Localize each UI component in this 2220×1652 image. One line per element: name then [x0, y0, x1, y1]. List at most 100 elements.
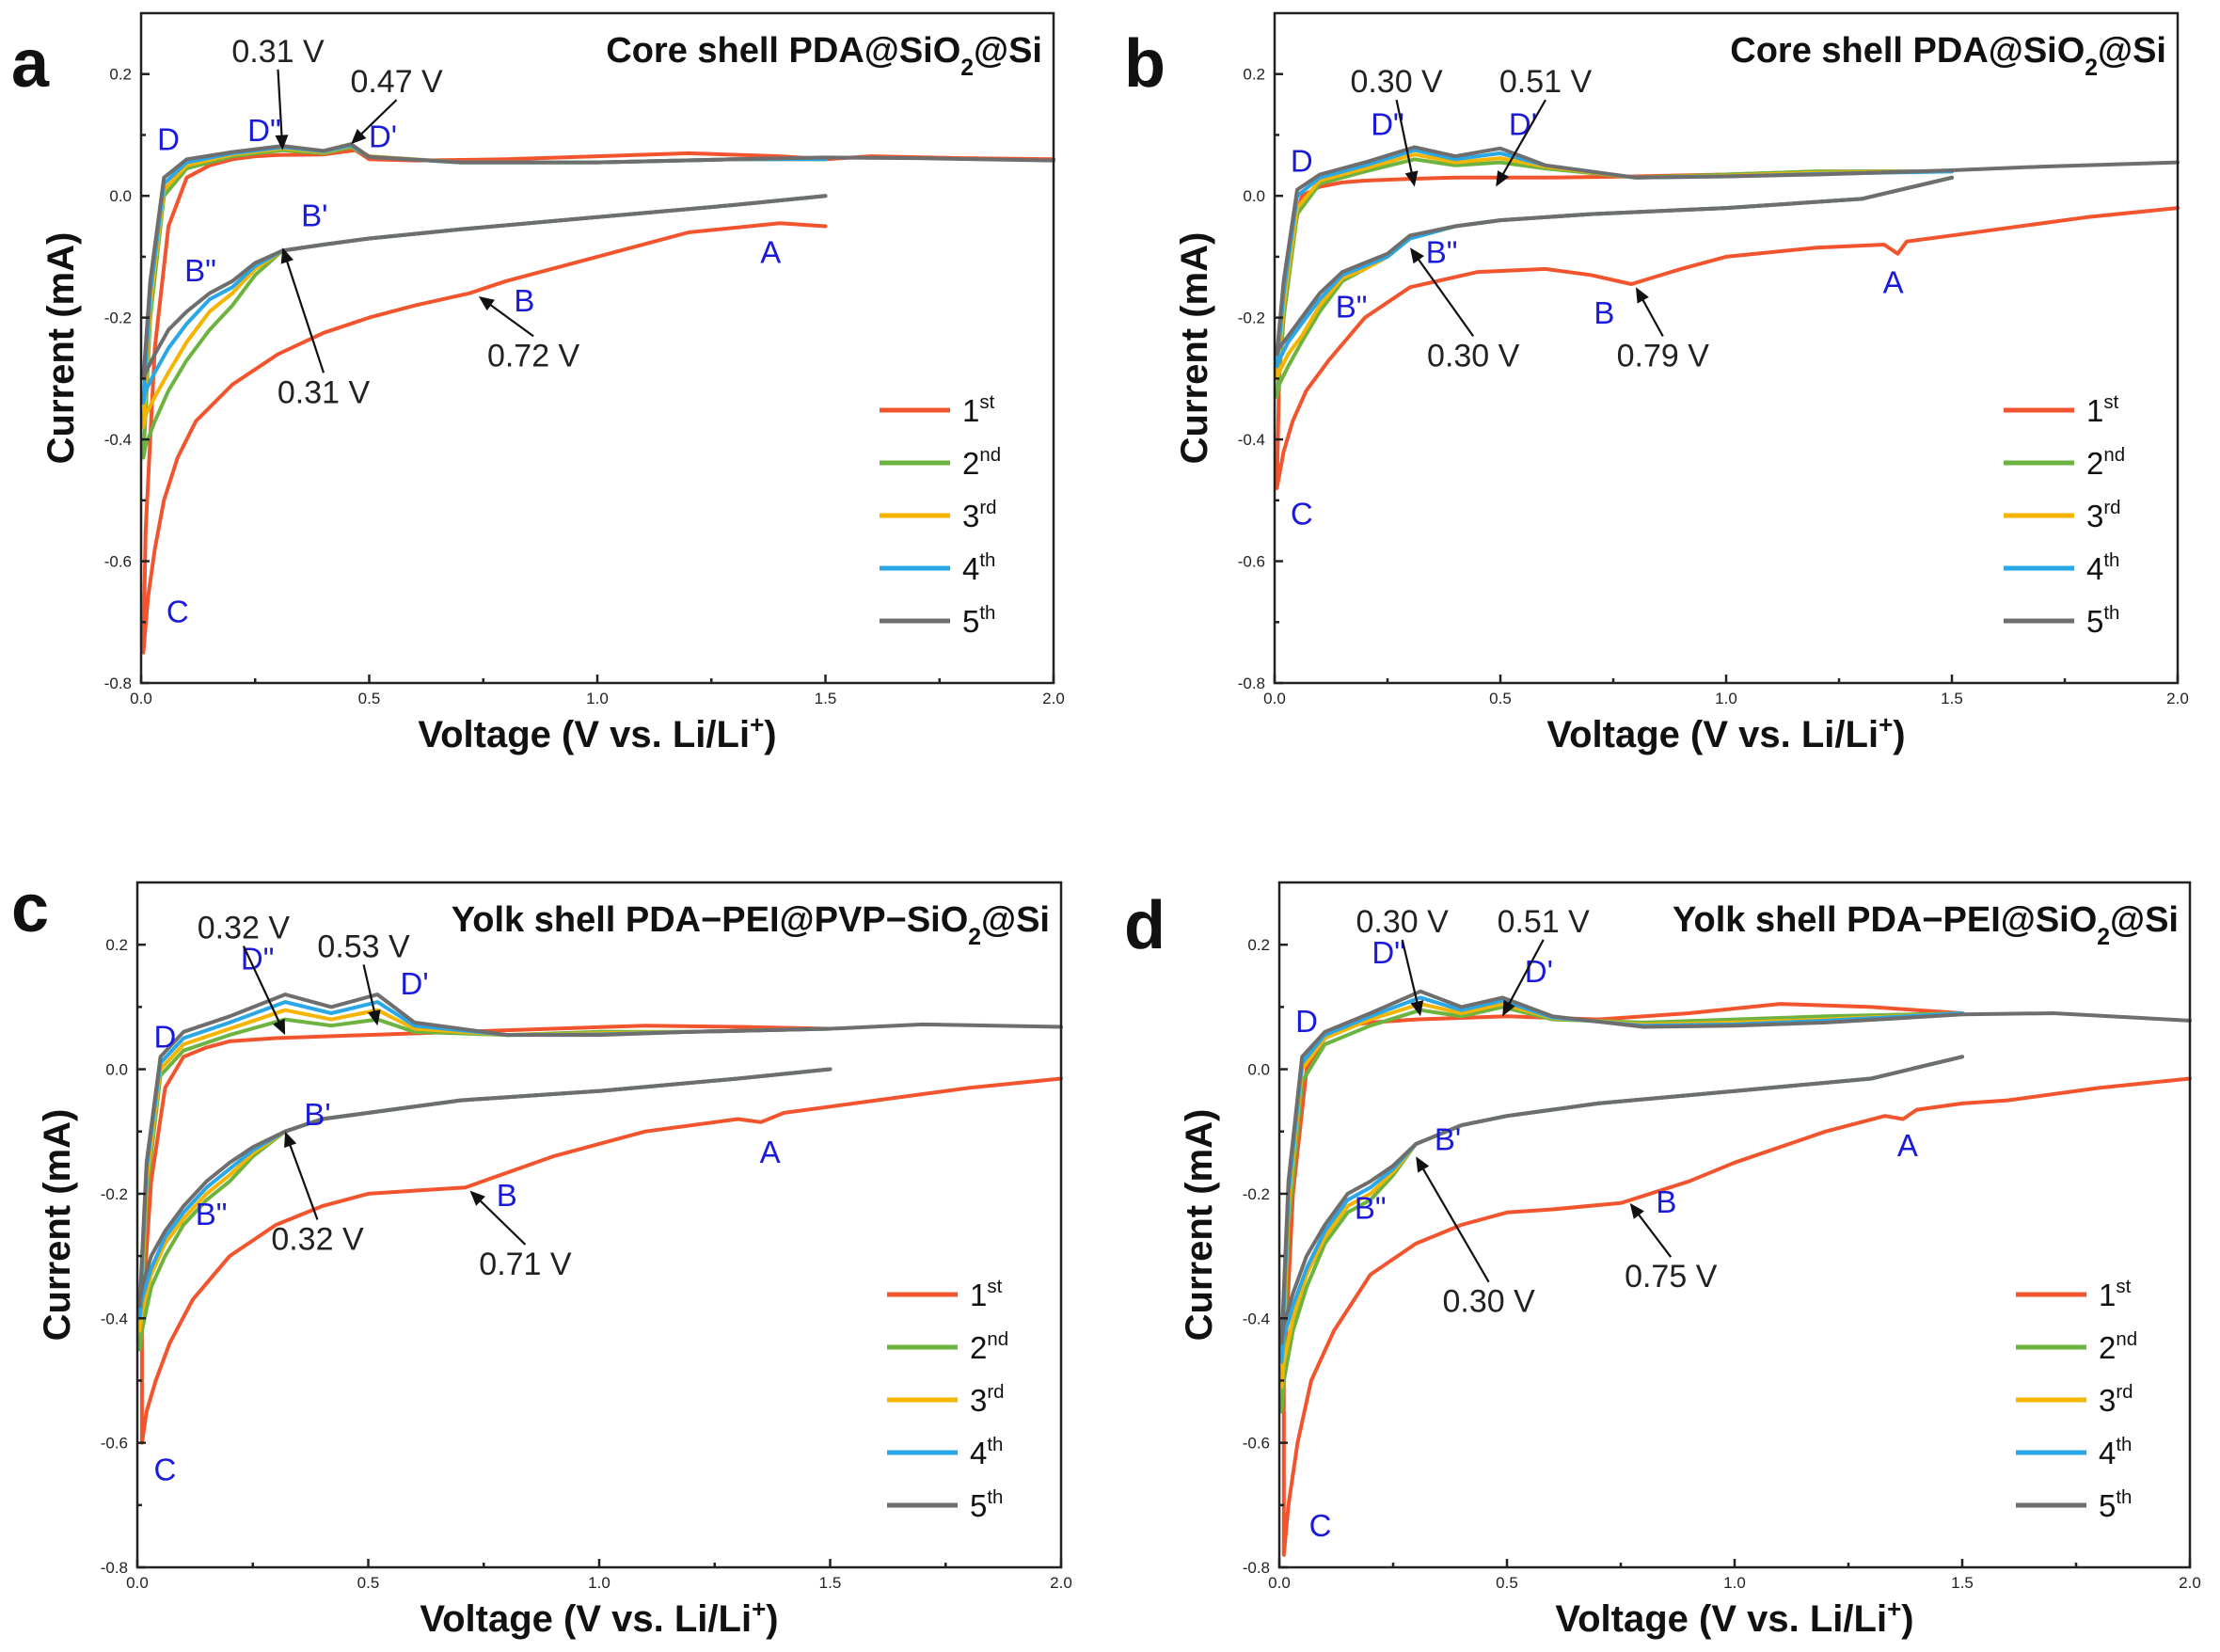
peak-label: B	[1594, 295, 1614, 330]
y-tick-label: 0.2	[109, 66, 132, 84]
peak-label: D	[1291, 143, 1313, 178]
y-axis-label: Current (mA)	[37, 1109, 78, 1342]
legend-label-3rd: 3rd	[962, 497, 997, 533]
chart-title: Core shell PDA@SiO2@Si	[606, 31, 1042, 81]
x-tick-label: 1.0	[1723, 1574, 1746, 1592]
legend-label-4th: 4th	[2086, 549, 2119, 586]
peak-label: B"	[184, 253, 216, 288]
peak-label: B'	[304, 1097, 330, 1132]
voltage-annotation: 0.75 V	[1625, 1259, 1718, 1295]
y-tick-label: 0.2	[1247, 936, 1270, 954]
legend-label-3rd: 3rd	[2099, 1381, 2133, 1418]
annotation-arrowhead	[284, 1131, 297, 1149]
x-axis-label: Voltage (V vs. Li/Li+)	[1555, 1595, 1913, 1640]
peak-label: D'	[369, 119, 397, 153]
peak-label: B"	[1355, 1190, 1387, 1225]
plot-frame	[1277, 881, 2192, 1569]
series-line-2nd	[137, 1017, 832, 1352]
series-line-5th	[1275, 145, 2180, 357]
x-tick-label: 0.5	[357, 1574, 380, 1592]
y-tick-label: -0.4	[1238, 431, 1265, 449]
annotation-arrowhead	[1410, 247, 1424, 264]
peak-label: B'	[1435, 1122, 1461, 1157]
legend-label-2nd: 2nd	[2086, 444, 2125, 481]
x-tick-label: 0.5	[358, 690, 381, 707]
series-line-3rd	[1275, 152, 1954, 381]
peak-label: B	[514, 283, 534, 318]
annotation-arrow	[242, 945, 285, 1032]
peak-label: A	[1883, 265, 1904, 300]
peak-label: C	[1291, 497, 1313, 532]
x-tick-label: 0.0	[130, 690, 152, 707]
x-axis-label: Voltage (V vs. Li/Li+)	[420, 1595, 778, 1640]
annotation-arrow	[277, 69, 284, 147]
series-line-1st	[1281, 1002, 2192, 1557]
series-line-4th	[141, 143, 828, 405]
legend-label-1st: 1st	[2099, 1276, 2132, 1312]
y-tick-label: 0.0	[109, 187, 132, 205]
series-line-1st	[1275, 169, 2180, 490]
y-tick-label: -0.8	[1243, 1559, 1270, 1577]
annotation-arrowhead	[351, 129, 367, 145]
peak-label: D"	[1372, 935, 1405, 970]
peak-label: B"	[1336, 290, 1368, 325]
peak-label: C	[166, 594, 189, 628]
peak-label: D	[154, 1019, 177, 1054]
x-tick-label: 1.0	[588, 1574, 610, 1592]
x-tick-label: 0.0	[1263, 690, 1286, 707]
y-tick-label: -0.8	[104, 675, 132, 692]
panel-c: 0.0 0.5 1.0 1.5 2.0 -0.8 -0.6 -0.4 -0.2 0.0 0.2 Vol…	[37, 881, 1072, 1640]
legend-label-5th: 5th	[2086, 602, 2119, 639]
peak-label: C	[1309, 1508, 1332, 1543]
panel-a: 0.0 0.5 1.0 1.5 2.0 -0.8 -0.6 -0.4 -0.2 0.0 0.2 Vol…	[40, 11, 1065, 755]
voltage-annotation: 0.30 V	[1356, 904, 1450, 940]
voltage-annotation: 0.47 V	[350, 64, 443, 100]
legend-label-1st: 1st	[2086, 391, 2119, 428]
series-line-1st	[139, 1024, 1063, 1445]
x-tick-label: 1.5	[815, 690, 837, 707]
annotation-arrow	[1417, 1159, 1490, 1283]
peak-label: B	[1656, 1184, 1676, 1219]
legend-label-3rd: 3rd	[2086, 497, 2121, 533]
annotation-arrow	[1395, 99, 1416, 183]
chart-title: Core shell PDA@SiO2@Si	[1730, 31, 2166, 81]
voltage-annotation: 0.53 V	[317, 929, 410, 964]
x-tick-label: 1.0	[1715, 690, 1737, 707]
x-tick-label: 0.5	[1496, 1574, 1518, 1592]
voltage-annotation: 0.79 V	[1617, 338, 1710, 373]
voltage-annotation: 0.30 V	[1442, 1284, 1535, 1320]
y-axis-label: Current (mA)	[1179, 1109, 1220, 1342]
annotation-arrow	[1401, 939, 1421, 1013]
peak-label: B"	[196, 1197, 228, 1231]
x-tick-label: 0.0	[126, 1574, 149, 1592]
y-tick-label: 0.2	[1243, 66, 1265, 84]
legend-label-4th: 4th	[2099, 1434, 2132, 1470]
y-tick-label: -0.4	[1243, 1310, 1270, 1327]
annotation-arrowhead	[1629, 1202, 1644, 1219]
annotation-arrow	[471, 1192, 527, 1246]
series-line-5th	[141, 142, 1055, 381]
panel-d: 0.0 0.5 1.0 1.5 2.0 -0.8 -0.6 -0.4 -0.2 0.0 0.2 Vol…	[1179, 881, 2201, 1640]
peak-label: D'	[1509, 106, 1537, 141]
peak-label: D'	[401, 966, 429, 1001]
series-line-3rd	[137, 1008, 832, 1333]
y-tick-label: -0.6	[1238, 553, 1265, 571]
annotation-arrow	[1411, 249, 1475, 338]
y-tick-label: -0.8	[1238, 675, 1265, 692]
annotation-arrowhead	[1496, 170, 1510, 187]
peak-label: D"	[241, 942, 275, 977]
peak-label: B'	[301, 199, 327, 233]
y-tick-label: -0.4	[101, 1310, 128, 1327]
y-tick-label: -0.6	[104, 553, 132, 571]
y-tick-label: -0.6	[101, 1435, 128, 1453]
annotation-arrowhead	[1636, 287, 1649, 304]
peak-label: A	[760, 234, 781, 269]
annotation-arrowhead	[367, 1009, 381, 1026]
y-tick-label: 0.0	[105, 1061, 128, 1079]
voltage-annotation: 0.51 V	[1498, 904, 1591, 940]
y-tick-label: -0.6	[1243, 1435, 1270, 1453]
peak-label: D	[1295, 1004, 1318, 1039]
x-axis-label: Voltage (V vs. Li/Li+)	[1546, 710, 1905, 755]
x-tick-label: 1.5	[1941, 690, 1963, 707]
